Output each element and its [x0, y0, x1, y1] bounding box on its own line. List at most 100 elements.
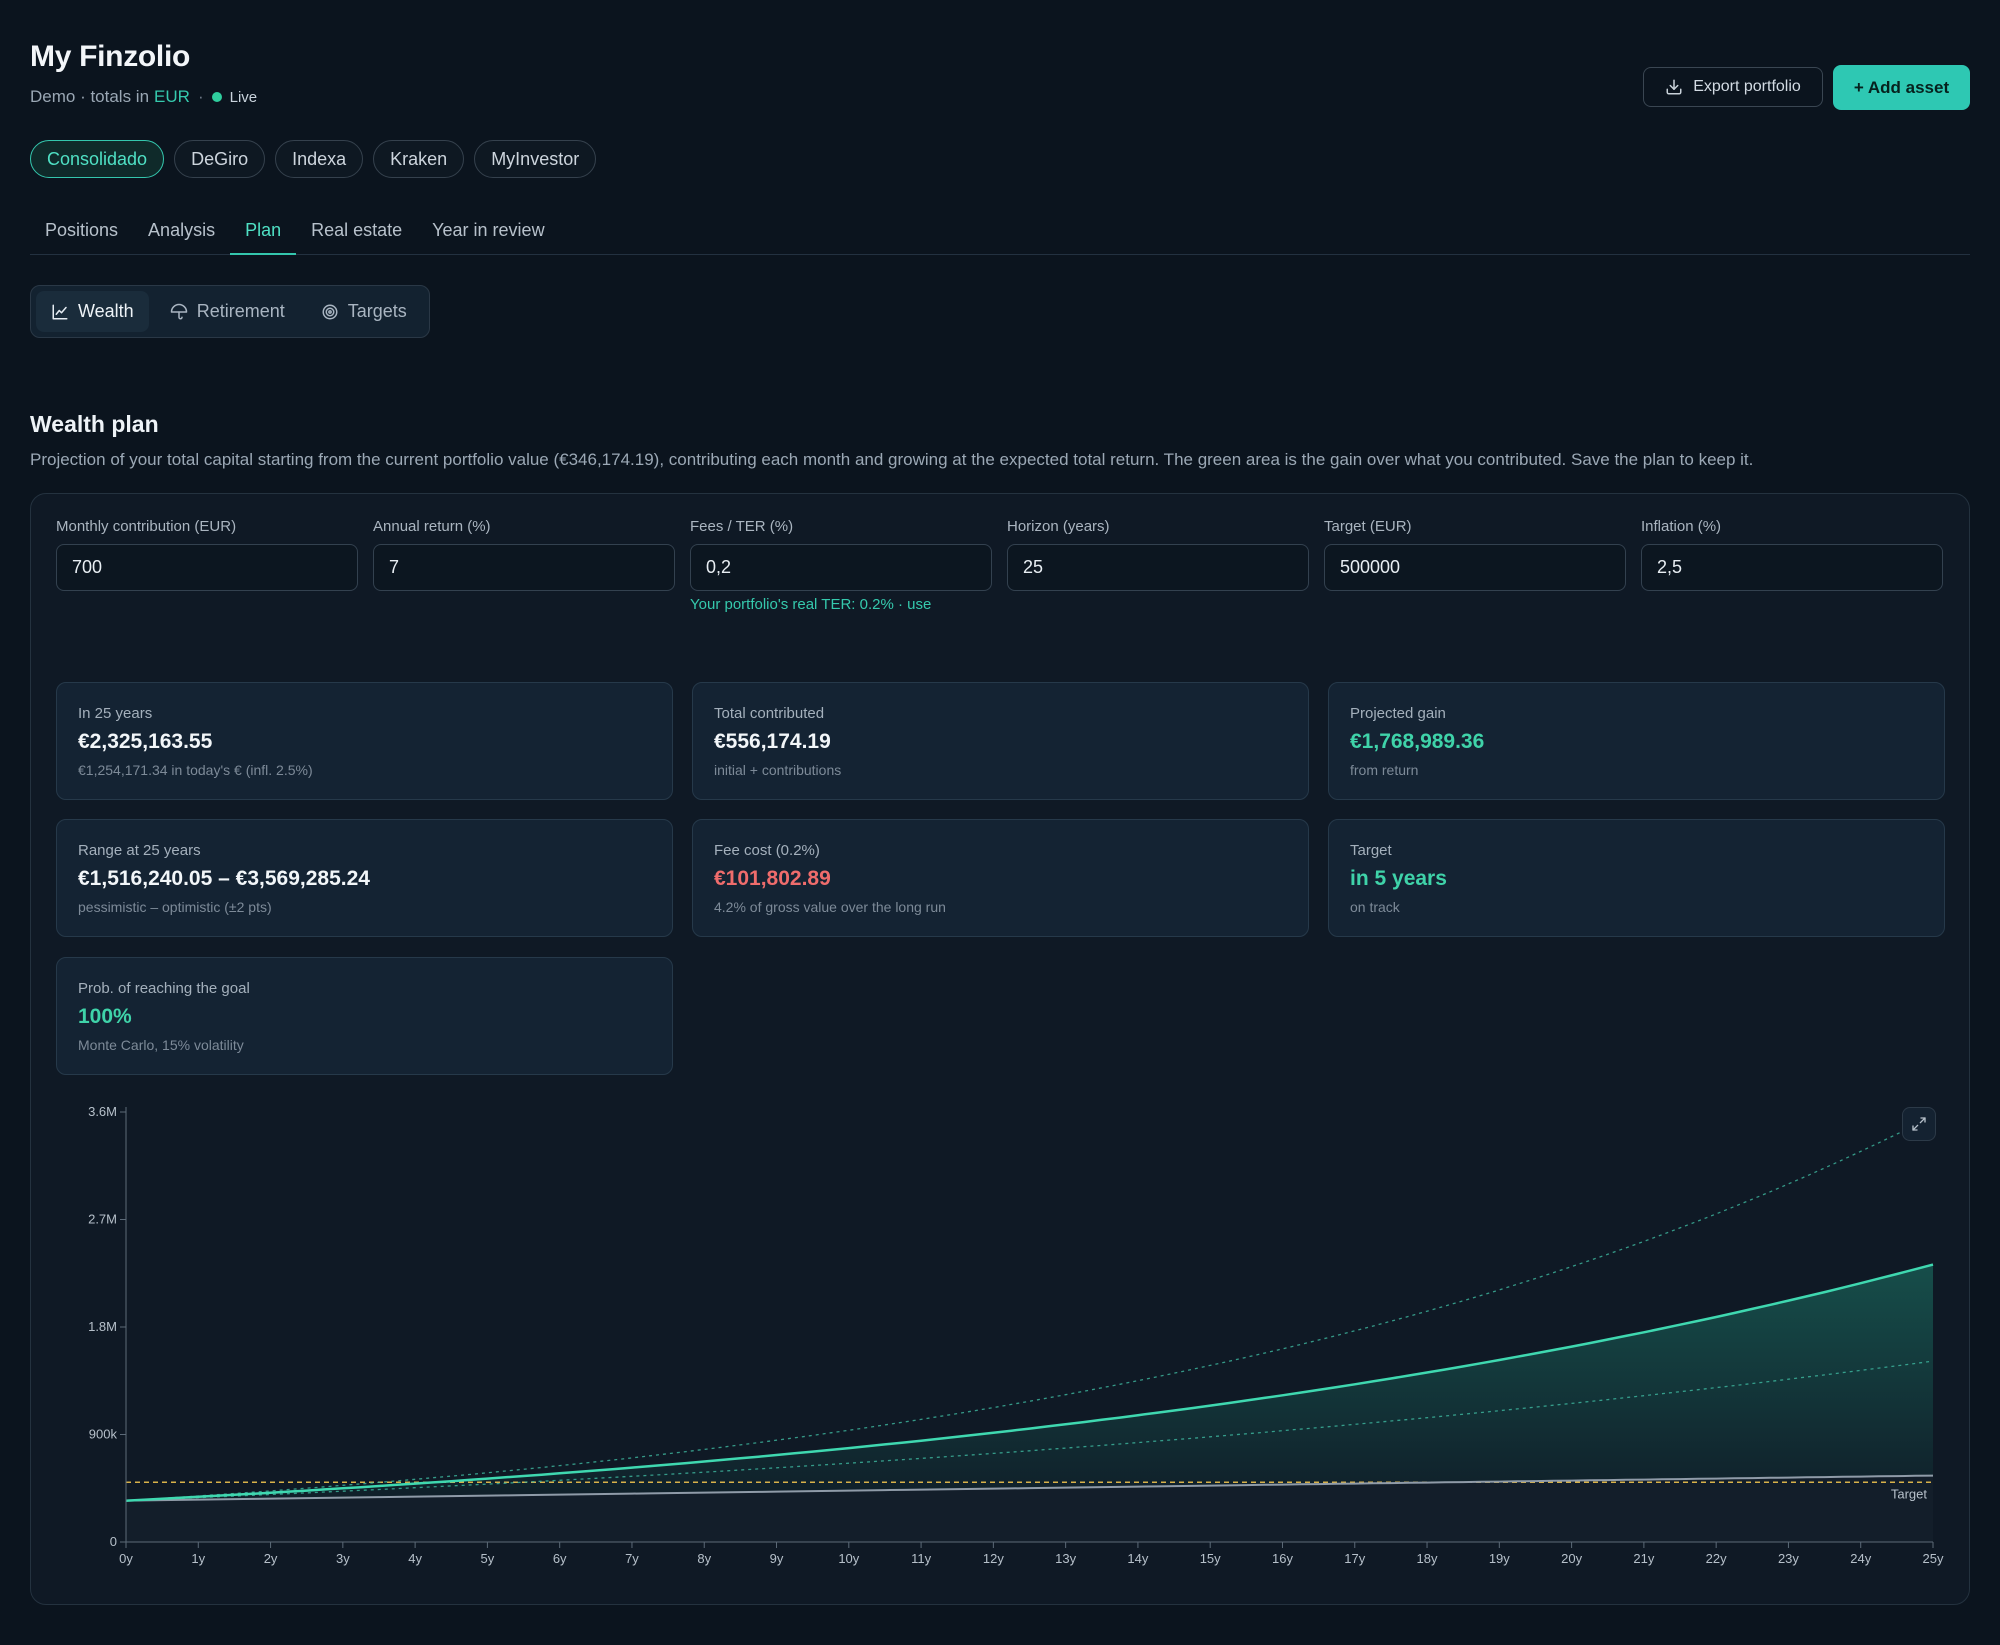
- x-tick-label: 16y: [1272, 1551, 1293, 1566]
- subtab-targets-label: Targets: [347, 301, 407, 321]
- y-tick-label: 3.6M: [88, 1104, 117, 1119]
- card-projected-gain: Projected gain €1,768,989.36 from return: [1328, 682, 1945, 800]
- annual-return-input[interactable]: [373, 544, 675, 591]
- live-label: Live: [229, 88, 258, 106]
- card-label: Projected gain: [1350, 705, 1446, 722]
- expand-chart-button[interactable]: [1902, 1107, 1936, 1141]
- x-tick-label: 21y: [1633, 1551, 1654, 1566]
- x-tick-label: 20y: [1561, 1551, 1582, 1566]
- target-input[interactable]: [1324, 544, 1626, 591]
- contributions-line: [125, 1474, 1934, 1502]
- fees-field: Fees / TER (%): [690, 518, 992, 591]
- card-value: 100%: [78, 1005, 132, 1028]
- subtab-wealth[interactable]: Wealth: [36, 291, 149, 332]
- x-tick-label: 1y: [191, 1551, 205, 1566]
- monthly-contribution-input[interactable]: [56, 544, 358, 591]
- card-target: Target in 5 years on track: [1328, 819, 1945, 937]
- x-tick-label: 11y: [911, 1551, 931, 1566]
- card-sub: initial + contributions: [714, 762, 842, 778]
- x-tick-label: 19y: [1489, 1551, 1510, 1566]
- section-description: Projection of your total capital startin…: [30, 450, 1754, 469]
- y-tick-label: 2.7M: [88, 1212, 117, 1227]
- y-tick-label: 0: [110, 1534, 117, 1549]
- expand-icon: [1912, 1117, 1926, 1131]
- card-in-years: In 25 years €2,325,163.55 €1,254,171.34 …: [56, 682, 673, 800]
- add-asset-button[interactable]: + Add asset: [1833, 65, 1970, 110]
- subtab-retirement-label: Retirement: [196, 301, 285, 321]
- x-tick-label: 17y: [1344, 1551, 1365, 1566]
- annual-return-field: Annual return (%): [373, 518, 675, 591]
- ter-hint-link[interactable]: Your portfolio's real TER: 0.2% · use: [690, 596, 932, 613]
- fees-input[interactable]: [690, 544, 992, 591]
- umbrella-icon: [170, 303, 187, 319]
- broker-pill-myinvestor[interactable]: MyInvestor: [474, 140, 597, 178]
- tab-real-estate[interactable]: Real estate: [311, 220, 403, 240]
- pessimistic-line: [125, 1360, 1934, 1502]
- card-value: in 5 years: [1350, 867, 1447, 890]
- card-value: €101,802.89: [714, 867, 831, 890]
- x-tick-label: 8y: [697, 1551, 711, 1566]
- x-tick-label: 14y: [1127, 1551, 1148, 1566]
- gain-area: [126, 1264, 1933, 1501]
- card-value: €556,174.19: [714, 730, 831, 753]
- card-sub: from return: [1350, 762, 1419, 778]
- broker-pill-degiro[interactable]: DeGiro: [174, 140, 266, 178]
- card-fee-cost: Fee cost (0.2%) €101,802.89 4.2% of gros…: [692, 819, 1309, 937]
- horizon-input[interactable]: [1007, 544, 1309, 591]
- x-tick-label: 0y: [119, 1551, 133, 1566]
- target-label: Target (EUR): [1324, 518, 1412, 535]
- line-chart-icon: [52, 304, 68, 319]
- broker-pill-consolidado[interactable]: Consolidado: [30, 140, 165, 178]
- card-sub: €1,254,171.34 in today's € (infl. 2.5%): [78, 762, 313, 778]
- target-line-label: Target: [1891, 1486, 1928, 1501]
- annual-return-label: Annual return (%): [373, 518, 491, 535]
- card-sub: on track: [1350, 899, 1400, 915]
- x-tick-label: 15y: [1200, 1551, 1221, 1566]
- card-sub: pessimistic – optimistic (±2 pts): [78, 899, 272, 915]
- x-tick-label: 4y: [408, 1551, 422, 1566]
- x-tick-label: 2y: [264, 1551, 278, 1566]
- card-label: Total contributed: [714, 705, 825, 722]
- subtitle-prefix: Demo · totals in: [30, 87, 150, 106]
- inflation-label: Inflation (%): [1641, 518, 1722, 535]
- subtab-wealth-label: Wealth: [78, 301, 134, 321]
- card-sub: 4.2% of gross value over the long run: [714, 899, 946, 915]
- inflation-input[interactable]: [1641, 544, 1943, 591]
- horizon-field: Horizon (years): [1007, 518, 1309, 591]
- tab-plan[interactable]: Plan: [230, 212, 297, 255]
- x-tick-label: 7y: [625, 1551, 639, 1566]
- expected-line: [125, 1263, 1934, 1502]
- monthly-contribution-label: Monthly contribution (EUR): [56, 518, 237, 535]
- card-value: €2,325,163.55: [78, 730, 213, 753]
- monthly-contribution-field: Monthly contribution (EUR): [56, 518, 358, 591]
- y-tick-label: 1.8M: [88, 1319, 117, 1334]
- x-tick-label: 18y: [1417, 1551, 1438, 1566]
- card-value: €1,516,240.05 – €3,569,285.24: [78, 867, 370, 890]
- horizon-label: Horizon (years): [1007, 518, 1110, 535]
- broker-pill-indexa[interactable]: Indexa: [275, 140, 364, 178]
- optimistic-line: [125, 1115, 1934, 1502]
- download-icon: [1666, 79, 1682, 95]
- x-tick-label: 9y: [770, 1551, 784, 1566]
- x-tick-label: 25y: [1923, 1551, 1944, 1566]
- export-portfolio-button[interactable]: Export portfolio: [1643, 67, 1823, 107]
- tab-year-in-review[interactable]: Year in review: [432, 220, 545, 240]
- currency-label[interactable]: EUR: [154, 87, 190, 106]
- x-tick-label: 13y: [1055, 1551, 1076, 1566]
- broker-pill-kraken[interactable]: Kraken: [373, 140, 465, 178]
- tab-analysis[interactable]: Analysis: [148, 220, 216, 240]
- card-probability: Prob. of reaching the goal 100% Monte Ca…: [56, 957, 673, 1075]
- subtab-targets[interactable]: Targets: [306, 291, 422, 332]
- header-subtitle: Demo · totals in EUR · Live: [30, 87, 257, 107]
- x-tick-label: 24y: [1850, 1551, 1871, 1566]
- plan-subtabs: Wealth Retirement Targets: [30, 285, 430, 338]
- subtab-retirement[interactable]: Retirement: [155, 291, 300, 332]
- tab-positions[interactable]: Positions: [45, 220, 119, 240]
- fees-label: Fees / TER (%): [690, 518, 794, 535]
- card-range: Range at 25 years €1,516,240.05 – €3,569…: [56, 819, 673, 937]
- section-title: Wealth plan: [30, 411, 159, 437]
- x-tick-label: 22y: [1706, 1551, 1727, 1566]
- main-tabs: Positions Analysis Plan Real estate Year…: [30, 212, 1970, 255]
- x-tick-label: 10y: [838, 1551, 859, 1566]
- app-title: My Finzolio: [30, 40, 191, 73]
